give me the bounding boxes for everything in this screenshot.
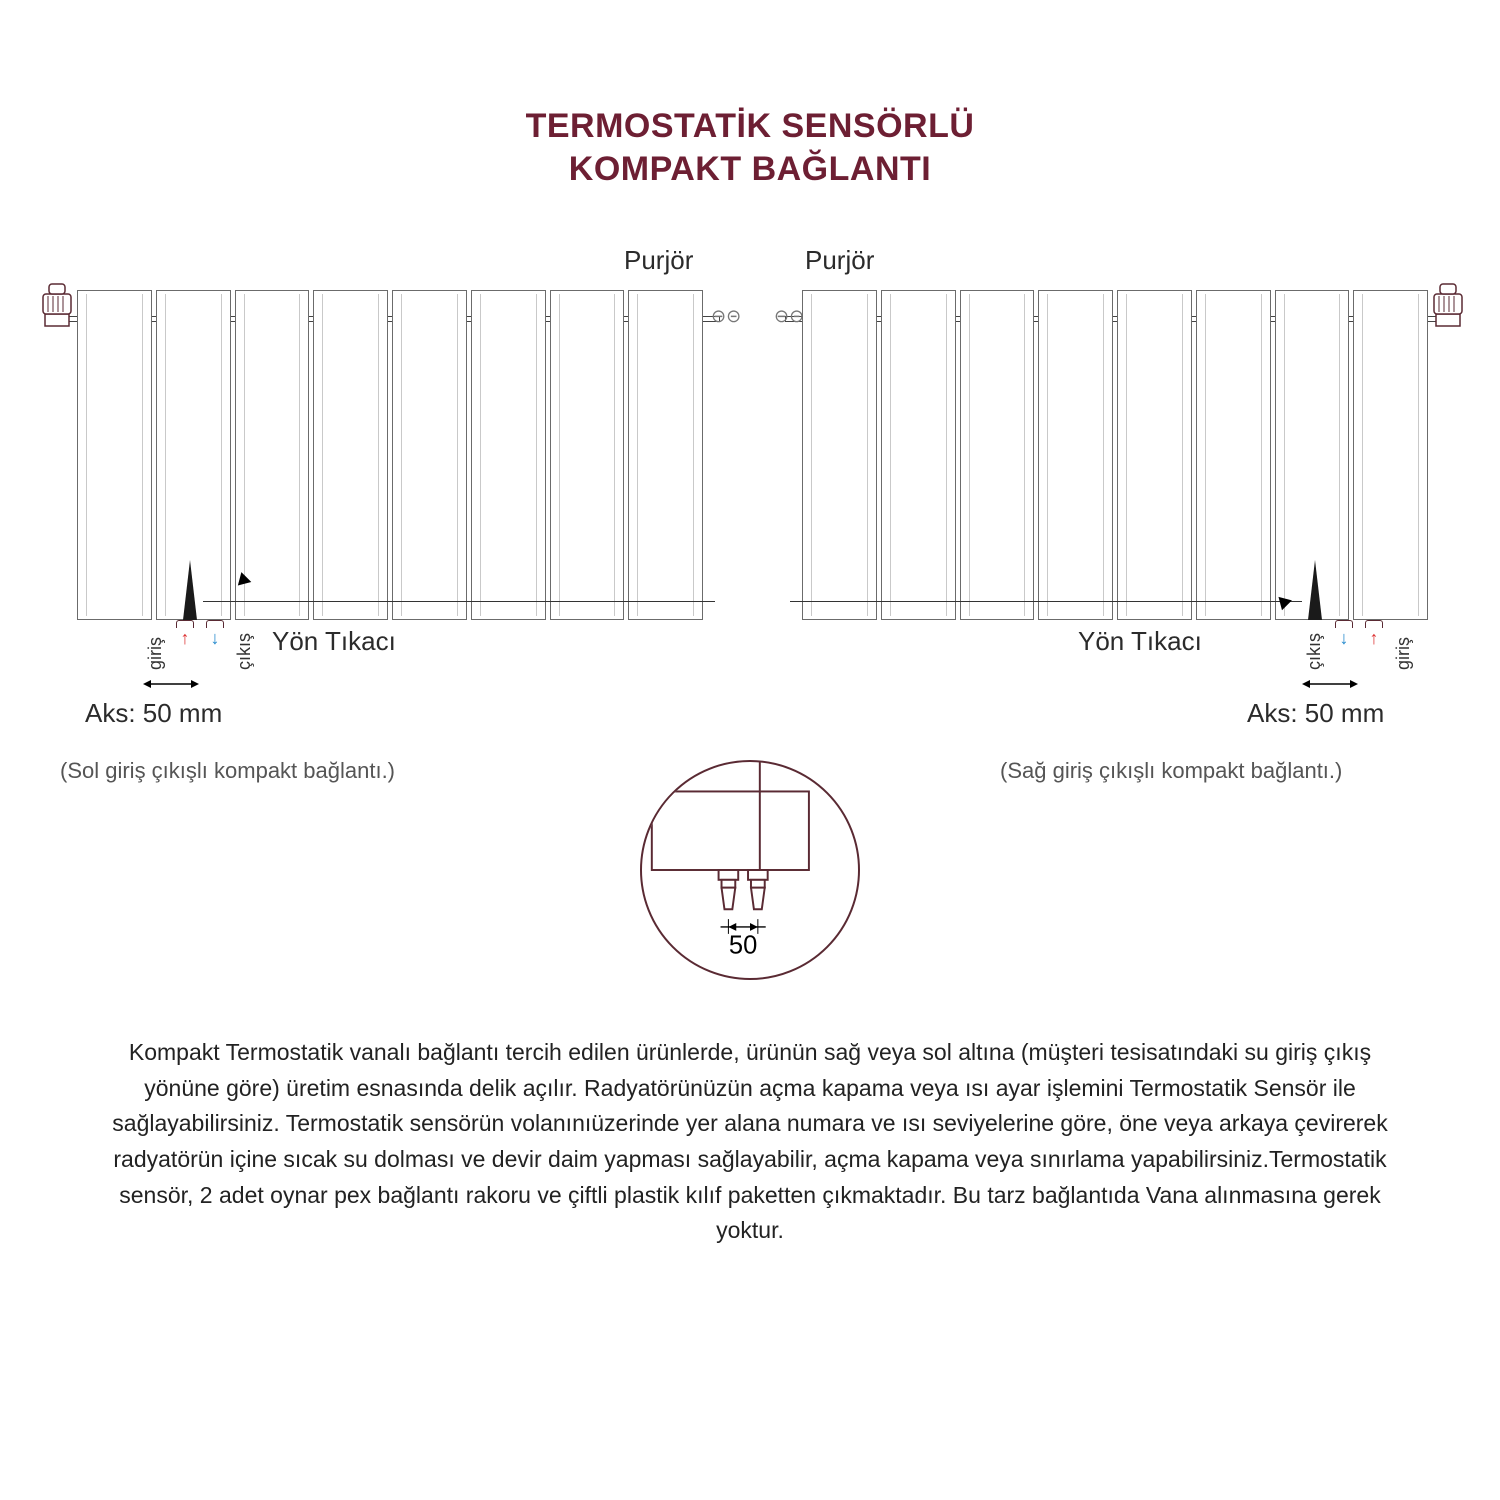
radiator-right: ⊖⊝ bbox=[800, 290, 1430, 620]
outlet-valve-icon: ↓ bbox=[1333, 620, 1355, 648]
title-line-2: KOMPAKT BAĞLANTI bbox=[569, 150, 931, 188]
outlet-valve-icon: ↓ bbox=[204, 620, 226, 648]
direction-plug-label-left: Yön Tıkacı bbox=[272, 626, 396, 657]
radiator-left: ⊖⊝ bbox=[75, 290, 705, 620]
aks-dimension-arrow-left bbox=[143, 677, 199, 691]
radiator-panel bbox=[960, 290, 1035, 620]
page-title: TERMOSTATİK SENSÖRLÜ KOMPAKT BAĞLANTI bbox=[0, 105, 1500, 190]
title-line-1: TERMOSTATİK SENSÖRLÜ bbox=[526, 107, 975, 145]
radiator-panel bbox=[392, 290, 467, 620]
radiator-panel bbox=[1038, 290, 1113, 620]
valves-left: giriş ↑ ↓ çıkış bbox=[145, 620, 255, 670]
direction-plug-label-right: Yön Tıkacı bbox=[1078, 626, 1202, 657]
radiator-panel bbox=[1353, 290, 1428, 620]
radiator-panel bbox=[1117, 290, 1192, 620]
purjor-label-right: Purjör bbox=[805, 245, 874, 276]
caption-right: (Sağ giriş çıkışlı kompakt bağlantı.) bbox=[1000, 758, 1342, 784]
detail-circle: 50 bbox=[640, 760, 860, 980]
detail-drawing-icon: 50 bbox=[642, 762, 858, 978]
radiator-panel bbox=[550, 290, 625, 620]
aks-label-left: Aks: 50 mm bbox=[85, 698, 222, 729]
radiator-panel bbox=[77, 290, 152, 620]
detail-dimension-value: 50 bbox=[729, 931, 757, 959]
aks-label-right: Aks: 50 mm bbox=[1247, 698, 1384, 729]
inlet-label: giriş bbox=[145, 620, 166, 670]
thermostat-knob-icon bbox=[1432, 280, 1464, 330]
outlet-label: çıkış bbox=[234, 620, 255, 670]
outlet-label: çıkış bbox=[1304, 620, 1325, 670]
purjor-label-left: Purjör bbox=[624, 245, 693, 276]
radiator-panel bbox=[471, 290, 546, 620]
radiator-panel bbox=[1196, 290, 1271, 620]
thermostat-knob-icon bbox=[41, 280, 73, 330]
inlet-valve-icon: ↑ bbox=[1363, 620, 1385, 648]
radiator-panel bbox=[881, 290, 956, 620]
direction-plug-icon bbox=[183, 560, 197, 620]
caption-left: (Sol giriş çıkışlı kompakt bağlantı.) bbox=[60, 758, 395, 784]
inlet-label: giriş bbox=[1393, 620, 1414, 670]
radiator-panel bbox=[313, 290, 388, 620]
purjor-valve-icon: ⊖⊝ bbox=[774, 306, 794, 327]
aks-dimension-arrow-right bbox=[1302, 677, 1358, 691]
direction-plug-icon bbox=[1308, 560, 1322, 620]
radiator-panel bbox=[802, 290, 877, 620]
callout-line bbox=[790, 601, 1302, 602]
inlet-valve-icon: ↑ bbox=[174, 620, 196, 648]
radiator-panel bbox=[628, 290, 703, 620]
diagram-row: ⊖⊝ ⊖⊝ bbox=[0, 290, 1500, 710]
radiator-panel bbox=[235, 290, 310, 620]
description-text: Kompakt Termostatik vanalı bağlantı terc… bbox=[100, 1035, 1400, 1249]
callout-line bbox=[203, 601, 715, 602]
purjor-valve-icon: ⊖⊝ bbox=[711, 306, 731, 327]
valves-right: giriş ↑ ↓ çıkış bbox=[1304, 620, 1414, 670]
